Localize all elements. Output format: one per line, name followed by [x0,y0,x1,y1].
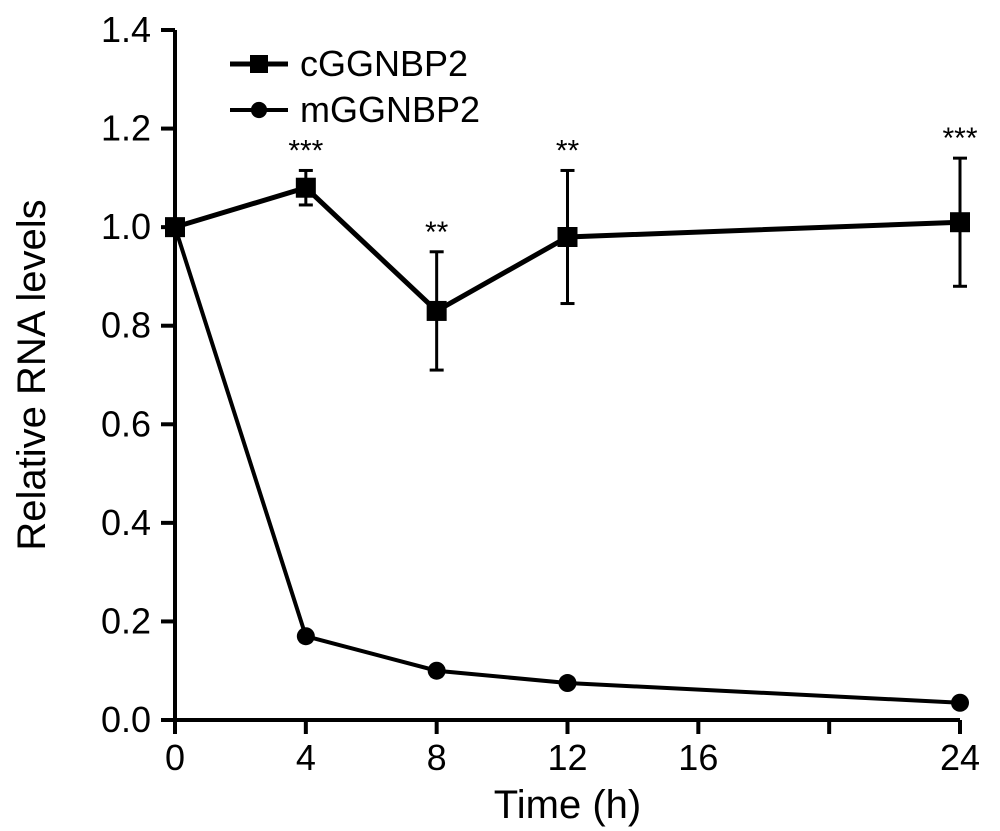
x-tick-label: 4 [296,737,316,778]
x-axis-label: Time (h) [494,783,641,827]
y-tick-label: 0.6 [101,403,151,444]
marker-circle [951,694,969,712]
x-tick-label: 24 [940,737,980,778]
x-tick-label: 0 [165,737,185,778]
marker-square [427,301,447,321]
y-tick-label: 0.0 [101,699,151,740]
x-tick-label: 8 [427,737,447,778]
marker-square [950,212,970,232]
y-tick-label: 0.2 [101,600,151,641]
legend-label: mGGNBP2 [300,89,480,130]
chart-svg: 0 4 8 12 16 24 0.0 0.2 0.4 0.6 0.8 1.0 1.2 1.4 Time (h… [0,0,1000,831]
y-tick-label: 0.8 [101,305,151,346]
line-chart: 0 4 8 12 16 24 0.0 0.2 0.4 0.6 0.8 1.0 1.2 1.4 Time (h… [0,0,1000,831]
marker-square [558,227,578,247]
y-tick-label: 1.4 [101,9,151,50]
y-tick-label: 1.2 [101,108,151,149]
marker-circle [428,662,446,680]
legend-marker-circle [251,102,267,118]
significance-label: ** [425,216,449,249]
x-tick-label: 16 [678,737,718,778]
marker-square [296,178,316,198]
marker-circle [166,218,184,236]
y-tick-label: 0.4 [101,502,151,543]
marker-circle [559,674,577,692]
legend-marker-square [250,55,268,73]
legend-label: cGGNBP2 [300,43,468,84]
significance-label: *** [288,134,323,167]
y-tick-label: 1.0 [101,206,151,247]
significance-label: ** [556,134,580,167]
significance-label: *** [942,122,977,155]
marker-circle [297,627,315,645]
y-axis-label: Relative RNA levels [10,199,54,550]
x-tick-label: 12 [547,737,587,778]
